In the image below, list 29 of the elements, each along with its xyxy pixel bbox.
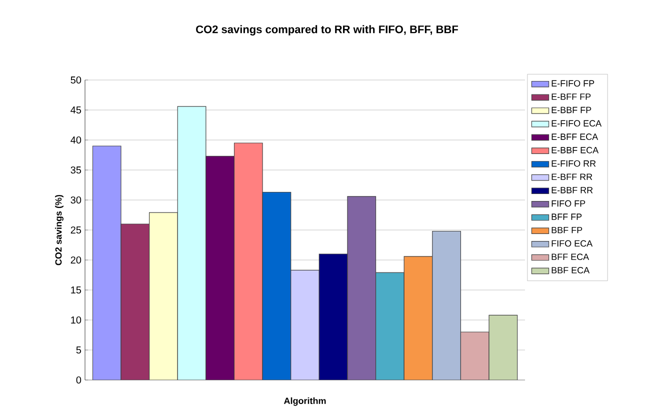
y-tick-label: 40 [70,136,82,144]
legend-label: E-BFF FP [552,94,591,100]
legend-label: E-BBF ECA [552,146,599,154]
y-axis-title: CO2 savings (%) [55,194,64,266]
y-tick-label: 10 [71,316,82,324]
x-axis-title: Algorithm [284,397,326,406]
legend-label: BFF ECA [552,254,590,260]
legend-label: E-BBF FP [552,106,592,114]
legend-label: E-FIFO ECA [552,120,602,127]
y-tick-label: 0 [76,376,82,384]
legend-label: E-BFF ECA [552,134,598,140]
chart-title: CO2 savings compared to RR with FIFO, BFF, BBF [196,25,458,36]
y-tick-label: 45 [70,106,82,114]
y-tick-label: 35 [70,166,82,174]
legend-label: E-BFF RR [552,174,592,180]
y-tick-label: 30 [70,196,82,204]
y-tick-label: 25 [70,226,82,234]
y-tick-label: 15 [71,286,82,294]
legend-label: FIFO ECA [552,240,593,247]
y-tick-label: 5 [76,346,82,354]
legend-label: BBF FP [552,226,582,234]
legend-label: FIFO FP [552,200,586,207]
legend-label: BFF FP [552,214,582,220]
legend-label: E-FIFO FP [552,80,594,87]
legend-label: E-BBF RR [552,186,593,194]
y-tick-label: 20 [70,256,82,264]
legend-label: BBF ECA [552,267,590,274]
legend-label: E-FIFO RR [552,160,596,167]
y-tick-label: 50 [70,76,82,84]
